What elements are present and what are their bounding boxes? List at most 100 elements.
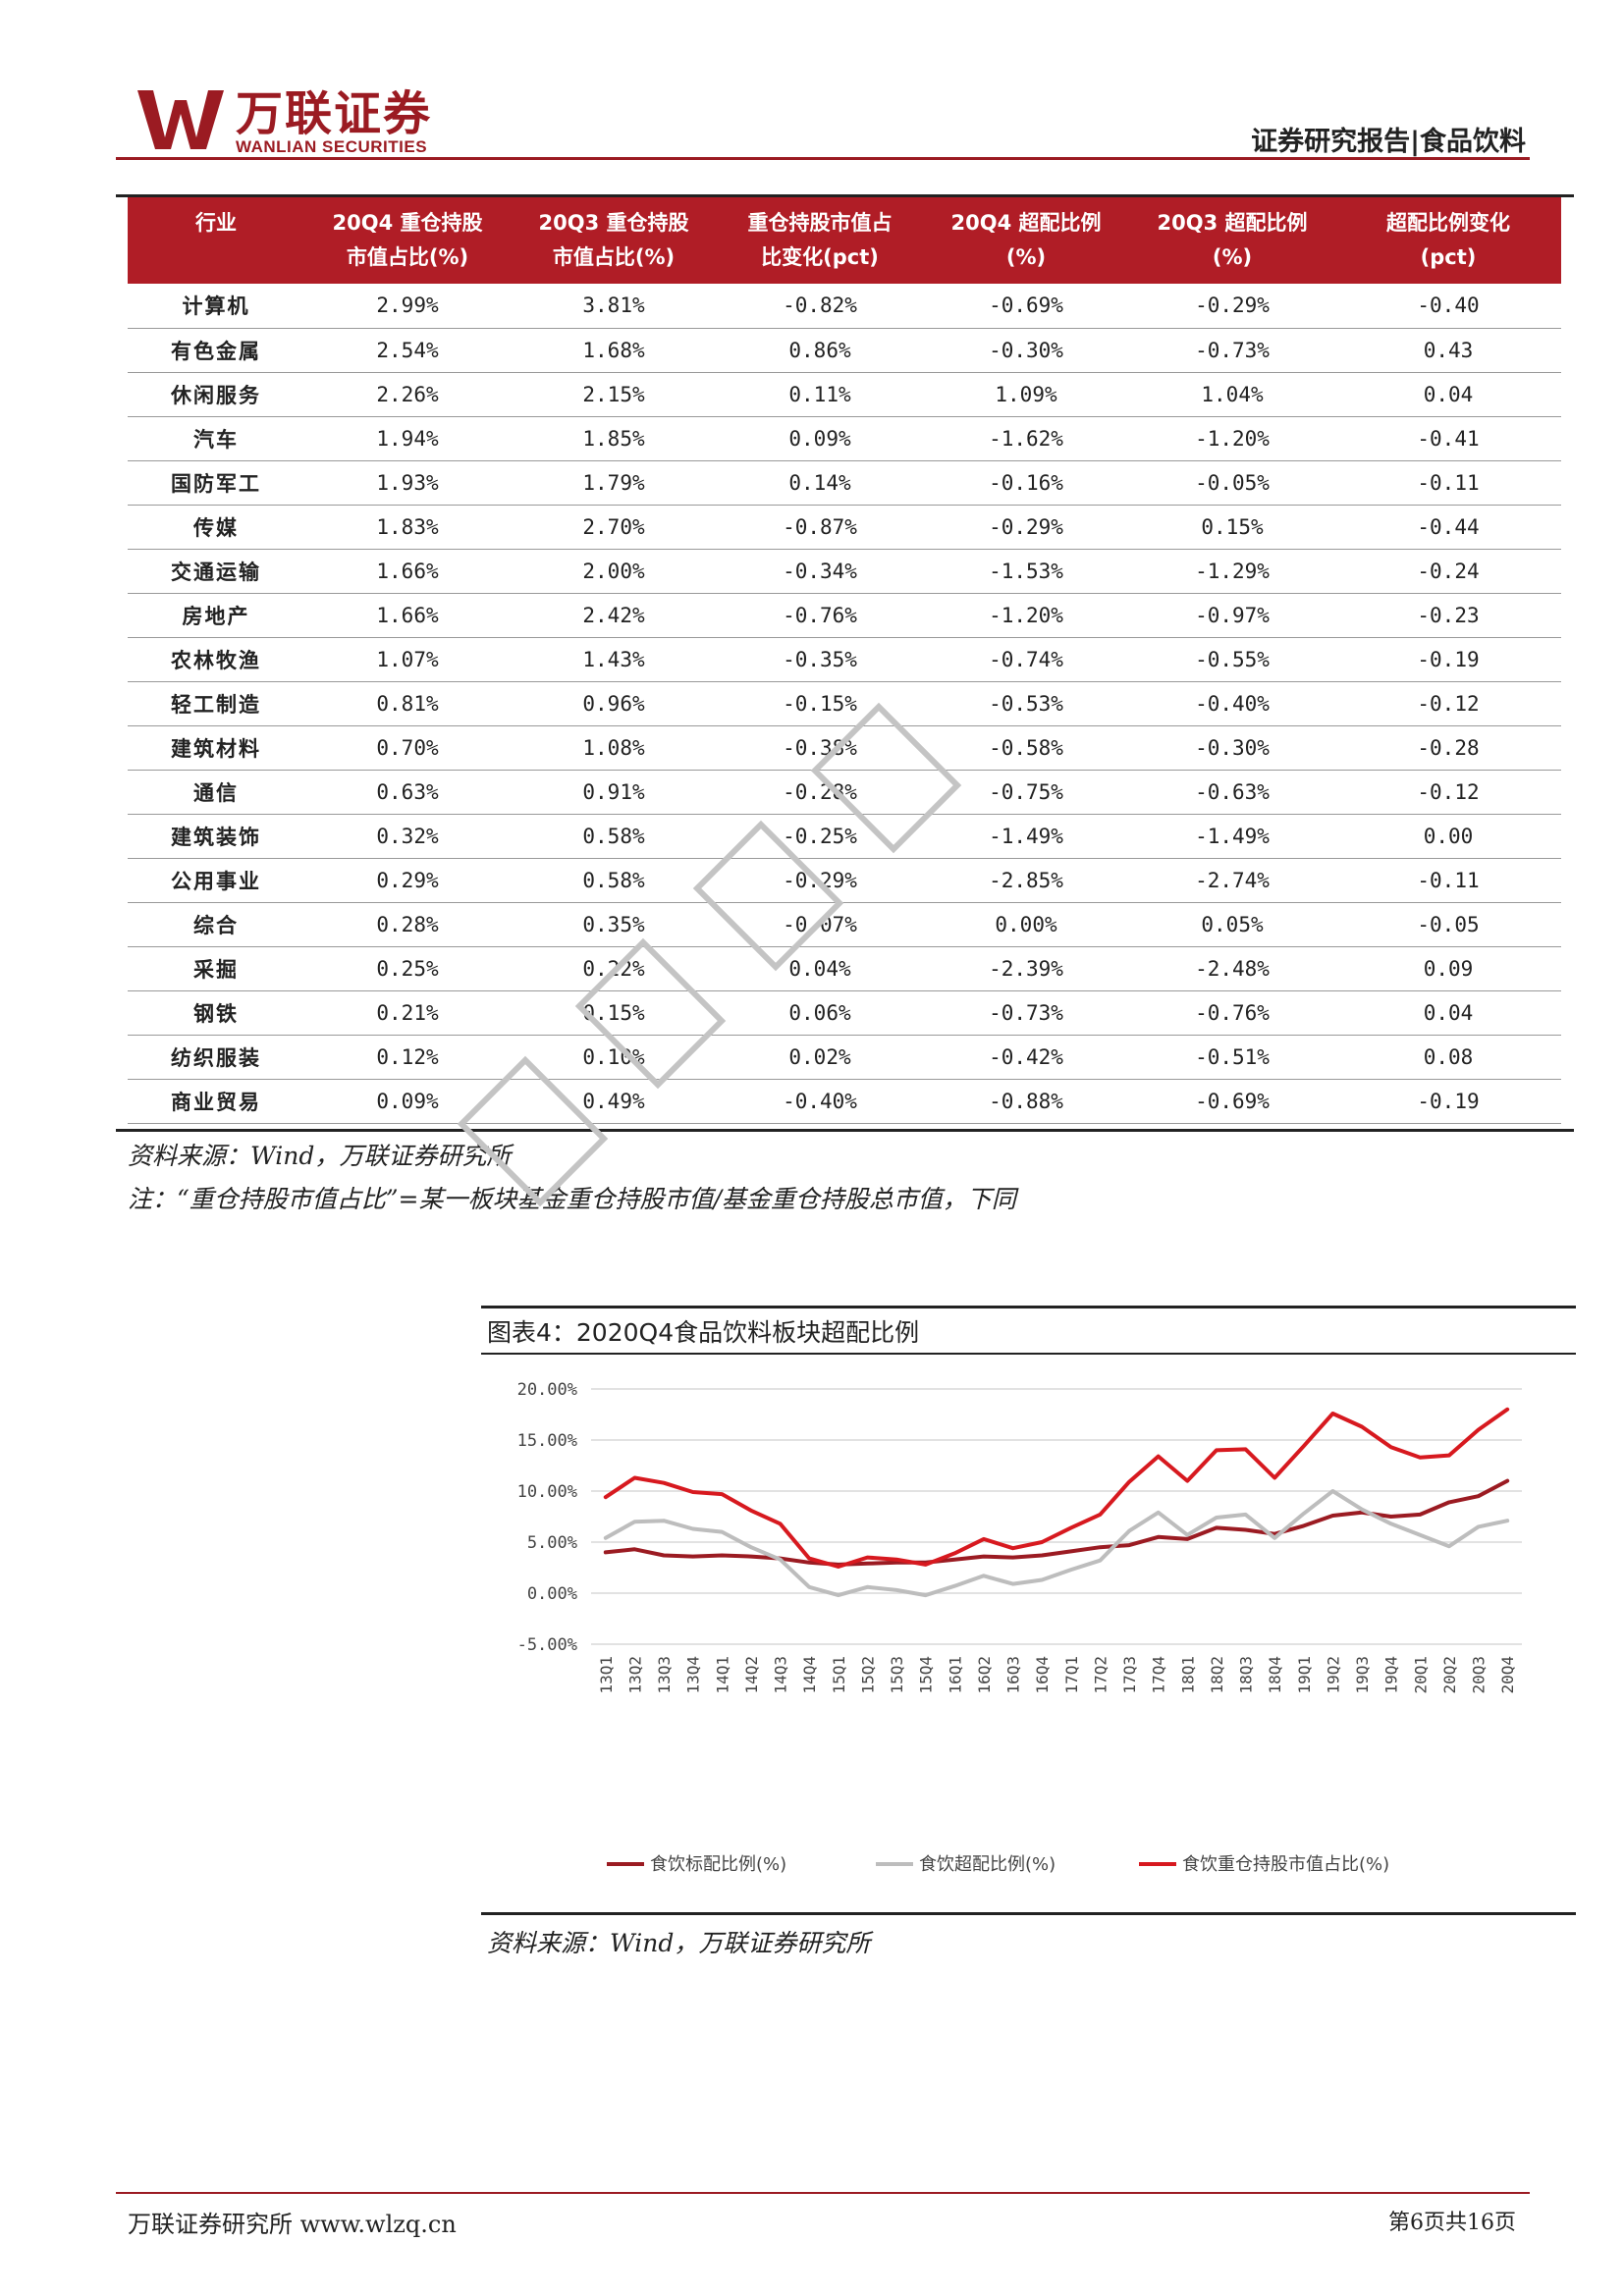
value-cell: -0.40% bbox=[717, 1079, 923, 1124]
value-cell: 0.00 bbox=[1335, 814, 1561, 859]
value-cell: -0.11 bbox=[1335, 460, 1561, 506]
table-row: 计算机 2.99% 3.81% -0.82% -0.69% -0.29% -0.40 bbox=[128, 284, 1561, 329]
value-cell: -0.19 bbox=[1335, 1079, 1561, 1124]
col-header-weight-change: 重仓持股市值占 bbox=[717, 197, 923, 240]
industry-name-cell: 有色金属 bbox=[128, 328, 304, 373]
x-tick-label: 20Q2 bbox=[1440, 1656, 1459, 1694]
x-tick-label: 17Q1 bbox=[1062, 1656, 1081, 1694]
value-cell: -0.24 bbox=[1335, 549, 1561, 594]
value-cell: 0.06% bbox=[717, 990, 923, 1036]
table-footnote: 注：“重仓持股市值占比”=某一板块基金重仓持股市值/基金重仓持股总市值，下同 bbox=[128, 1185, 1016, 1213]
col-header-20q4-overweight: 20Q4 超配比例 bbox=[923, 197, 1129, 240]
value-cell: -0.42% bbox=[923, 1035, 1129, 1080]
value-cell: -0.05% bbox=[1129, 460, 1335, 506]
value-cell: -1.29% bbox=[1129, 549, 1335, 594]
value-cell: 1.08% bbox=[511, 725, 717, 771]
x-tick-label: 19Q2 bbox=[1324, 1656, 1342, 1694]
value-cell: 0.70% bbox=[304, 725, 511, 771]
chart-title-rule bbox=[481, 1353, 1576, 1355]
x-tick-label: 20Q1 bbox=[1411, 1656, 1430, 1694]
x-tick-label: 19Q1 bbox=[1295, 1656, 1314, 1694]
table-row: 农林牧渔 1.07% 1.43% -0.35% -0.74% -0.55% -0.19 bbox=[128, 637, 1561, 682]
x-tick-label: 14Q3 bbox=[772, 1656, 790, 1694]
value-cell: -1.49% bbox=[1129, 814, 1335, 859]
table-top-rule bbox=[116, 194, 1574, 197]
industry-name-cell: 轻工制造 bbox=[128, 681, 304, 726]
x-tick-label: 17Q4 bbox=[1150, 1656, 1168, 1694]
value-cell: 2.99% bbox=[304, 284, 511, 329]
table-row: 商业贸易 0.09% 0.49% -0.40% -0.88% -0.69% -0.19 bbox=[128, 1079, 1561, 1124]
x-tick-label: 13Q2 bbox=[625, 1656, 644, 1694]
value-cell: 0.05% bbox=[1129, 902, 1335, 947]
x-tick-label: 18Q2 bbox=[1208, 1656, 1226, 1694]
col-header-20q4-weight: 20Q4 重仓持股 bbox=[304, 197, 511, 240]
chart-title: 图表4：2020Q4食品饮料板块超配比例 bbox=[487, 1318, 920, 1347]
value-cell: 3.81% bbox=[511, 284, 717, 329]
col-header-weight-change-sub: 比变化(pct) bbox=[717, 240, 923, 284]
value-cell: 1.66% bbox=[304, 549, 511, 594]
value-cell: -0.40% bbox=[1129, 681, 1335, 726]
value-cell: 0.35% bbox=[511, 902, 717, 947]
value-cell: 2.26% bbox=[304, 372, 511, 417]
y-tick-label: 15.00% bbox=[517, 1431, 577, 1451]
industry-name-cell: 国防军工 bbox=[128, 460, 304, 506]
value-cell: 0.15% bbox=[511, 990, 717, 1036]
x-tick-label: 17Q3 bbox=[1120, 1656, 1139, 1694]
industry-name-cell: 公用事业 bbox=[128, 858, 304, 903]
x-tick-label: 20Q4 bbox=[1498, 1656, 1517, 1694]
value-cell: 0.04% bbox=[717, 946, 923, 991]
value-cell: 0.63% bbox=[304, 770, 511, 815]
value-cell: -1.62% bbox=[923, 416, 1129, 461]
table-row: 纺织服装 0.12% 0.10% 0.02% -0.42% -0.51% 0.08 bbox=[128, 1035, 1561, 1080]
value-cell: 2.00% bbox=[511, 549, 717, 594]
x-tick-label: 14Q4 bbox=[800, 1656, 819, 1694]
value-cell: -1.49% bbox=[923, 814, 1129, 859]
industry-overweight-table: 行业 20Q4 重仓持股 20Q3 重仓持股 重仓持股市值占 20Q4 超配比例… bbox=[128, 197, 1561, 1124]
value-cell: -0.30% bbox=[1129, 725, 1335, 771]
value-cell: 0.09% bbox=[304, 1079, 511, 1124]
value-cell: -0.87% bbox=[717, 505, 923, 550]
logo-chinese-name: 万联证券 bbox=[236, 86, 433, 141]
table-row: 采掘 0.25% 0.22% 0.04% -2.39% -2.48% 0.09 bbox=[128, 946, 1561, 991]
value-cell: -0.97% bbox=[1129, 593, 1335, 638]
value-cell: 0.04 bbox=[1335, 372, 1561, 417]
table-row: 国防军工 1.93% 1.79% 0.14% -0.16% -0.05% -0.11 bbox=[128, 460, 1561, 506]
value-cell: 0.04 bbox=[1335, 990, 1561, 1036]
industry-name-cell: 商业贸易 bbox=[128, 1079, 304, 1124]
value-cell: -0.51% bbox=[1129, 1035, 1335, 1080]
col-header-20q4-overweight-sub: (%) bbox=[923, 240, 1129, 284]
table-source-note: 资料来源：Wind，万联证券研究所 bbox=[128, 1142, 512, 1170]
table-row: 有色金属 2.54% 1.68% 0.86% -0.30% -0.73% 0.43 bbox=[128, 328, 1561, 373]
value-cell: -0.28% bbox=[717, 770, 923, 815]
value-cell: 0.14% bbox=[717, 460, 923, 506]
value-cell: 0.96% bbox=[511, 681, 717, 726]
col-header-overweight-change: 超配比例变化 bbox=[1335, 197, 1561, 240]
x-tick-label: 20Q3 bbox=[1470, 1656, 1489, 1694]
legend-label: 食饮重仓持股市值占比(%) bbox=[1182, 1854, 1389, 1875]
table-bottom-rule bbox=[116, 1129, 1574, 1132]
value-cell: 0.25% bbox=[304, 946, 511, 991]
value-cell: -0.40 bbox=[1335, 284, 1561, 329]
value-cell: -0.75% bbox=[923, 770, 1129, 815]
table-header-row-1: 行业 20Q4 重仓持股 20Q3 重仓持股 重仓持股市值占 20Q4 超配比例… bbox=[128, 197, 1561, 240]
value-cell: 0.58% bbox=[511, 858, 717, 903]
value-cell: -1.53% bbox=[923, 549, 1129, 594]
value-cell: -0.29% bbox=[923, 505, 1129, 550]
value-cell: 0.21% bbox=[304, 990, 511, 1036]
logo-english-name: WANLIAN SECURITIES bbox=[236, 137, 428, 156]
x-tick-label: 19Q4 bbox=[1382, 1656, 1401, 1694]
value-cell: 2.54% bbox=[304, 328, 511, 373]
table-row: 汽车 1.94% 1.85% 0.09% -1.62% -1.20% -0.41 bbox=[128, 416, 1561, 461]
page-number: 第6页共16页 bbox=[1388, 2211, 1516, 2235]
x-tick-label: 13Q3 bbox=[655, 1656, 674, 1694]
logo-w-icon bbox=[137, 90, 224, 149]
value-cell: -2.85% bbox=[923, 858, 1129, 903]
food-beverage-overweight-chart: 20.00% 15.00% 10.00% 5.00% 0.00% -5.00% 13Q1 13… bbox=[517, 1380, 1522, 1875]
y-tick-label: 0.00% bbox=[527, 1584, 577, 1604]
y-tick-label: -5.00% bbox=[517, 1635, 577, 1655]
x-tick-label: 18Q3 bbox=[1237, 1656, 1256, 1694]
footer-divider bbox=[116, 2192, 1530, 2194]
industry-name-cell: 纺织服装 bbox=[128, 1035, 304, 1080]
x-tick-label: 14Q1 bbox=[713, 1656, 731, 1694]
x-tick-label: 18Q4 bbox=[1266, 1656, 1284, 1694]
